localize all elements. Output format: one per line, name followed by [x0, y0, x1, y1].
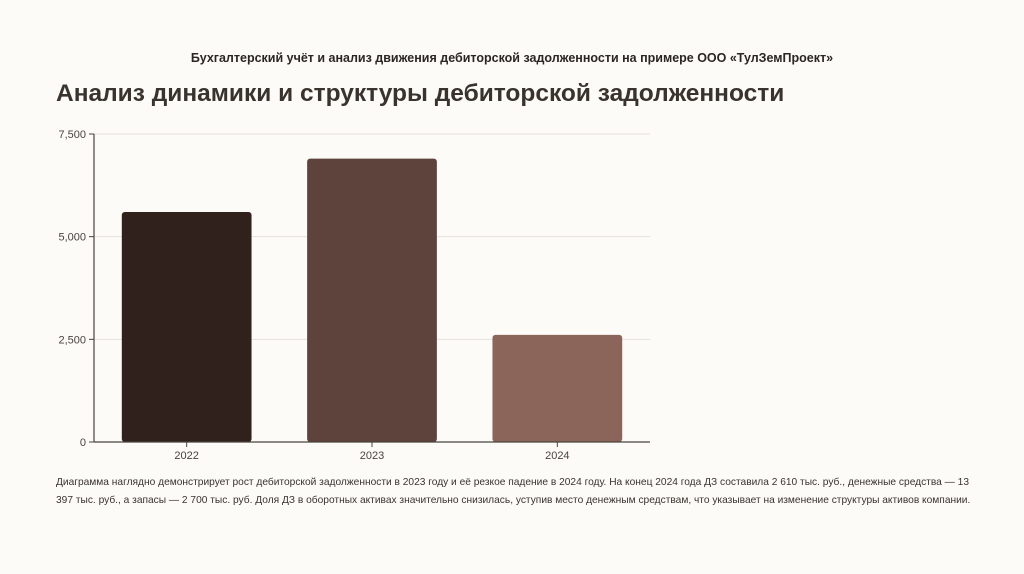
- y-tick-label: 7,500: [58, 129, 86, 141]
- bar-2022: [121, 212, 252, 442]
- y-tick-label: 5,000: [58, 232, 86, 244]
- slide-title: Анализ динамики и структуры дебиторской …: [56, 80, 785, 107]
- bar-2024: [492, 334, 623, 442]
- y-tick-label: 0: [80, 437, 86, 449]
- presentation-header: Бухгалтерский учёт и анализ движения деб…: [190, 51, 834, 65]
- x-tick-label: 2023: [360, 450, 384, 462]
- x-tick-label: 2024: [545, 450, 569, 462]
- y-tick-label: 2,500: [58, 334, 86, 346]
- x-tick-label: 2022: [174, 450, 198, 462]
- bar-2023: [307, 158, 437, 442]
- chart-description: Диаграмма наглядно демонстрирует рост де…: [56, 477, 971, 506]
